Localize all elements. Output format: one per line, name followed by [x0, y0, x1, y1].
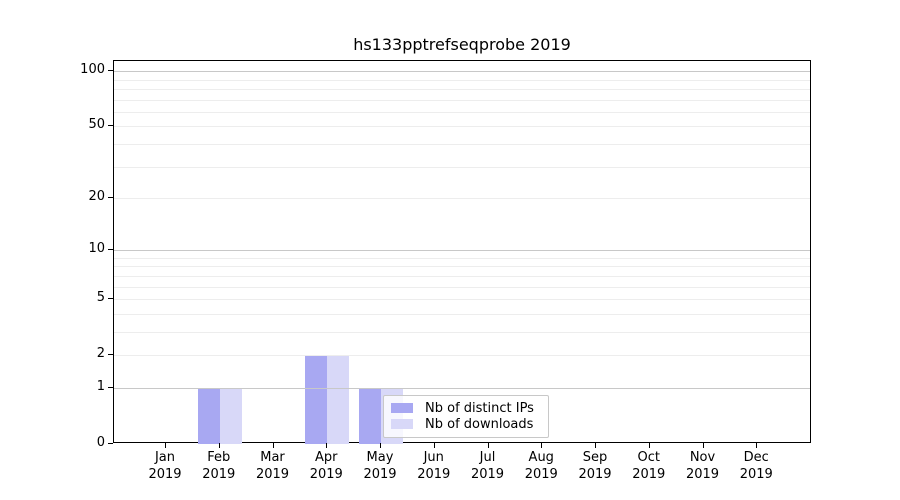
x-tick-month: Apr	[315, 450, 338, 465]
legend: Nb of distinct IPs Nb of downloads	[383, 395, 549, 438]
x-tick-year: 2019	[148, 467, 182, 482]
x-tick-label-jan: Jan 2019	[133, 449, 197, 483]
x-tick-month: Oct	[637, 450, 660, 465]
x-tick-month: Dec	[743, 450, 769, 465]
gridline-50	[114, 126, 810, 128]
y-tick-label-50: 50	[88, 117, 105, 133]
gridline-100	[114, 71, 810, 73]
y-tick-label-1: 1	[96, 378, 105, 394]
legend-label-distinct-ips: Nb of distinct IPs	[425, 400, 534, 416]
legend-item-downloads: Nb of downloads	[391, 416, 538, 432]
gridline-40	[114, 143, 810, 145]
x-tick-year: 2019	[363, 467, 397, 482]
y-tick-mark-50	[108, 125, 113, 127]
y-tick-mark-0	[108, 443, 113, 444]
x-tick-mark-apr	[326, 443, 328, 448]
x-tick-label-dec: Dec 2019	[724, 449, 788, 483]
y-tick-mark-10	[108, 249, 113, 251]
x-tick-label-nov: Nov 2019	[671, 449, 735, 483]
gridline-1	[114, 387, 810, 389]
y-tick-label-10: 10	[88, 241, 105, 257]
x-tick-mark-jun	[433, 443, 435, 448]
x-tick-year: 2019	[202, 467, 236, 482]
y-tick-label-2: 2	[96, 346, 105, 362]
x-tick-month: May	[366, 450, 394, 465]
x-tick-year: 2019	[632, 467, 666, 482]
legend-swatch-distinct-ips-icon	[391, 403, 413, 413]
y-tick-label-20: 20	[88, 189, 105, 205]
y-tick-label-100: 100	[80, 62, 105, 78]
gridline-5	[114, 299, 810, 301]
x-tick-month: Jul	[479, 450, 496, 465]
bar-downloads-feb	[219, 387, 242, 444]
chart-title: hs133pptrefseqprobe 2019	[353, 35, 571, 54]
x-tick-year: 2019	[309, 467, 343, 482]
gridline-6	[114, 286, 810, 288]
legend-swatch-downloads-icon	[391, 419, 413, 429]
x-tick-year: 2019	[739, 467, 773, 482]
x-tick-mark-jan	[165, 443, 166, 448]
x-tick-year: 2019	[417, 467, 451, 482]
x-tick-mark-nov	[702, 443, 704, 448]
x-tick-year: 2019	[578, 467, 612, 482]
x-tick-label-jul: Jul 2019	[456, 449, 520, 483]
x-tick-month: Feb	[207, 450, 231, 465]
x-tick-year: 2019	[255, 467, 290, 482]
x-tick-month: Nov	[689, 450, 716, 465]
bar-distinct-ips-may	[359, 387, 381, 444]
y-tick-mark-1	[108, 386, 113, 388]
bar-distinct-ips-feb	[197, 387, 220, 444]
x-tick-mark-may	[380, 443, 381, 448]
gridline-7	[114, 275, 810, 277]
x-tick-mark-mar	[272, 443, 274, 448]
legend-item-distinct-ips: Nb of distinct IPs	[391, 400, 538, 416]
gridline-2	[114, 355, 810, 357]
gridline-20	[114, 198, 810, 200]
x-tick-mark-dec	[756, 443, 758, 448]
gridline-4	[114, 313, 810, 315]
x-tick-month: Jan	[154, 450, 176, 465]
bar-downloads-apr	[327, 355, 350, 444]
x-tick-month: Mar	[260, 450, 285, 465]
gridline-8	[114, 266, 810, 268]
x-tick-label-feb: Feb 2019	[187, 449, 251, 483]
gridline-30	[114, 166, 810, 168]
x-tick-label-sep: Sep 2019	[563, 449, 627, 483]
y-tick-label-0: 0	[96, 435, 105, 450]
y-tick-mark-5	[108, 298, 113, 300]
gridline-60	[114, 111, 810, 113]
x-tick-mark-oct	[648, 443, 650, 448]
x-tick-label-may: May 2019	[348, 449, 412, 483]
x-tick-year: 2019	[470, 467, 505, 482]
x-tick-label-mar: Mar 2019	[241, 449, 305, 483]
x-tick-label-apr: Apr 2019	[294, 449, 358, 483]
x-tick-mark-sep	[595, 443, 596, 448]
gridline-80	[114, 88, 810, 90]
gridline-90	[114, 79, 810, 81]
x-tick-month: Sep	[582, 450, 608, 465]
x-tick-year: 2019	[524, 467, 558, 482]
legend-label-downloads: Nb of downloads	[425, 416, 534, 432]
y-tick-mark-100	[108, 70, 113, 72]
gridline-10	[114, 250, 810, 252]
x-tick-month: Aug	[528, 450, 554, 465]
y-tick-mark-2	[108, 354, 113, 356]
x-tick-year: 2019	[685, 467, 720, 482]
x-tick-label-jun: Jun 2019	[402, 449, 466, 483]
x-tick-label-oct: Oct 2019	[617, 449, 681, 483]
x-tick-label-aug: Aug 2019	[509, 449, 573, 483]
x-tick-month: Jun	[423, 450, 444, 465]
gridline-9	[114, 257, 810, 259]
x-tick-mark-jul	[487, 443, 489, 448]
x-tick-mark-feb	[218, 443, 220, 448]
y-tick-label-5: 5	[96, 290, 105, 306]
gridline-70	[114, 99, 810, 101]
x-tick-mark-aug	[541, 443, 543, 448]
gridline-3	[114, 331, 810, 333]
y-tick-mark-20	[108, 197, 113, 199]
bar-distinct-ips-apr	[305, 355, 328, 444]
plot-area: Nb of distinct IPs Nb of downloads	[113, 60, 811, 444]
